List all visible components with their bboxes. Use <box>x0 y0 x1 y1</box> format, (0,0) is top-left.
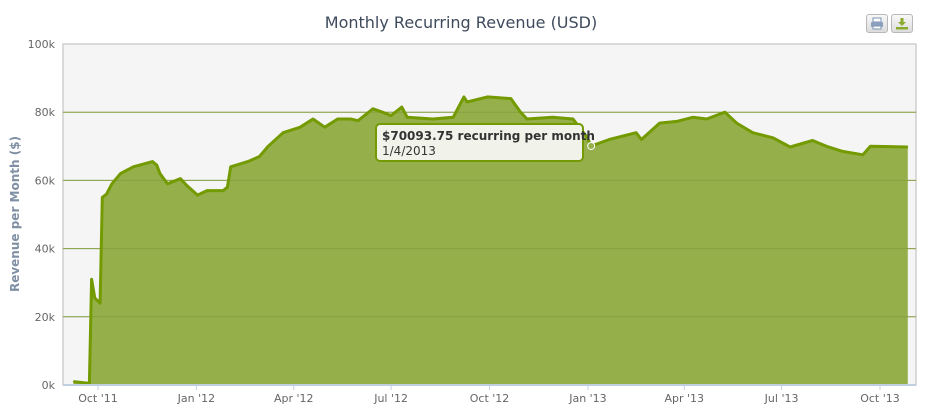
data-point <box>72 381 74 383</box>
data-point <box>156 164 158 166</box>
data-point <box>206 190 208 192</box>
data-point <box>152 161 154 163</box>
data-points <box>72 96 909 384</box>
y-tick-label: 40k <box>35 243 56 256</box>
data-point <box>88 382 90 384</box>
y-axis-title: Revenue per Month ($) <box>8 136 22 292</box>
data-point <box>463 96 465 98</box>
data-point <box>119 173 121 175</box>
x-tick-label: Jan '13 <box>568 392 606 405</box>
data-point <box>357 120 359 122</box>
x-tick-label: Oct '13 <box>860 392 900 405</box>
x-tick-label: Oct '12 <box>470 392 510 405</box>
gridlines-overlay <box>63 111 916 318</box>
data-point <box>842 150 844 152</box>
data-point <box>466 101 468 103</box>
data-point <box>432 118 434 120</box>
series-area <box>73 96 908 386</box>
data-point <box>91 278 93 280</box>
data-point <box>724 111 726 113</box>
data-point <box>736 122 738 124</box>
data-point <box>259 156 261 158</box>
data-point <box>526 118 528 120</box>
data-point <box>826 145 828 147</box>
x-tick-label: Apr '13 <box>664 392 704 405</box>
data-point <box>312 118 314 120</box>
data-point <box>406 116 408 118</box>
data-point <box>486 96 488 98</box>
y-axis-ticks: 0k 20k 40k 60k 80k 100k <box>28 38 56 392</box>
data-point <box>267 145 269 147</box>
data-point <box>586 136 588 138</box>
data-point <box>299 126 301 128</box>
data-point <box>907 146 909 148</box>
data-point <box>608 138 610 140</box>
data-point <box>869 145 871 147</box>
data-point <box>401 106 403 108</box>
print-button[interactable] <box>866 14 888 33</box>
data-point <box>324 126 326 128</box>
data-point <box>752 132 754 134</box>
data-point <box>159 173 161 175</box>
data-point <box>101 196 103 198</box>
hover-marker <box>587 141 596 150</box>
data-point <box>230 166 232 168</box>
x-tick-label: Jul '13 <box>764 392 799 405</box>
y-tick-label: 60k <box>35 174 56 187</box>
x-axis-ticks: Oct '11 Jan '12 Apr '12 Jul '12 Oct '12 Jan '… <box>78 385 900 405</box>
data-point <box>247 161 249 163</box>
data-point <box>692 116 694 118</box>
data-point <box>659 122 661 124</box>
data-point <box>111 183 113 185</box>
data-point <box>167 183 169 185</box>
data-point <box>706 118 708 120</box>
data-point <box>862 154 864 156</box>
data-point <box>222 190 224 192</box>
data-point <box>226 186 228 188</box>
data-point <box>520 111 522 113</box>
data-point <box>186 185 188 187</box>
data-point <box>390 115 392 117</box>
data-point <box>372 108 374 110</box>
data-point <box>452 116 454 118</box>
data-point <box>789 146 791 148</box>
data-point <box>772 137 774 139</box>
data-point <box>196 194 198 196</box>
x-tick-label: Apr '12 <box>274 392 314 405</box>
x-tick-label: Oct '11 <box>78 392 118 405</box>
tooltip-date: 1/4/2013 <box>382 144 436 158</box>
data-point <box>349 118 351 120</box>
data-point <box>99 302 101 304</box>
data-point <box>132 166 134 168</box>
x-tick-label: Jul '12 <box>373 392 408 405</box>
x-tick-label: Jan '12 <box>177 392 215 405</box>
y-tick-label: 20k <box>35 311 56 324</box>
data-point <box>106 193 108 195</box>
data-point <box>572 118 574 120</box>
download-button[interactable] <box>891 14 913 33</box>
tooltip-value: $70093.75 recurring per month <box>382 129 595 143</box>
data-point <box>640 138 642 140</box>
tooltip-box <box>375 123 584 162</box>
data-point <box>552 116 554 118</box>
data-point <box>510 98 512 100</box>
tooltip: $70093.75 recurring per month 1/4/2013 <box>375 123 595 162</box>
y-tick-label: 0k <box>42 379 56 392</box>
data-point <box>635 132 637 134</box>
data-point <box>676 120 678 122</box>
data-point <box>179 178 181 180</box>
printer-icon <box>871 17 883 30</box>
data-point <box>337 118 339 120</box>
data-point <box>812 140 814 142</box>
download-icon <box>896 18 908 30</box>
data-point <box>94 297 96 299</box>
y-tick-label: 80k <box>35 106 56 119</box>
data-point <box>382 111 384 113</box>
chart-title: Monthly Recurring Revenue (USD) <box>325 13 597 32</box>
data-point <box>87 382 89 384</box>
y-tick-label: 100k <box>28 38 56 51</box>
data-point <box>282 132 284 134</box>
